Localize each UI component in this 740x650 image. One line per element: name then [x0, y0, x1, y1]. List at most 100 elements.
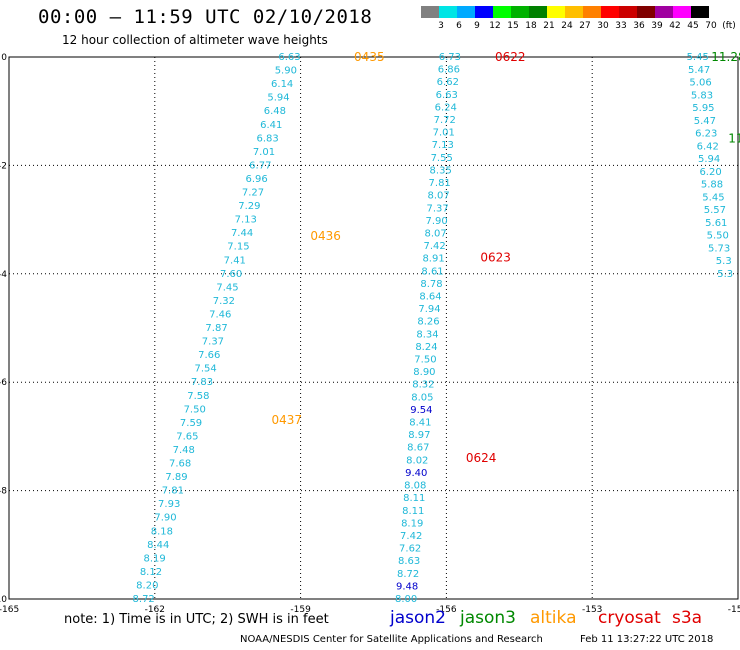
colorbar-swatch: [475, 6, 493, 18]
swh-value-label: 8.08: [404, 481, 426, 492]
swh-value-label: 5.45: [702, 192, 724, 203]
colorbar-label: 12: [489, 21, 501, 31]
y-tick-label: -8: [0, 487, 7, 497]
swh-value-label: 8.34: [416, 329, 438, 340]
swh-value-label: 7.45: [216, 282, 238, 293]
pass-time-label: 0436: [310, 229, 341, 243]
swh-value-label: 7.72: [434, 115, 456, 126]
map-title: 00:00 – 11:59 UTC 02/10/2018: [38, 6, 373, 28]
swh-value-label: 5.61: [705, 218, 727, 229]
pass-time-label: 0623: [480, 251, 511, 265]
swh-value-label: 5.83: [691, 90, 713, 101]
swh-value-label: 8.20: [136, 580, 158, 591]
swh-value-label: 5.88: [701, 180, 723, 191]
swh-value-label: 6.83: [256, 133, 278, 144]
swh-value-label: 6.48: [264, 106, 286, 117]
colorbar-label: 24: [561, 21, 573, 31]
swh-value-label: 6.42: [697, 141, 719, 152]
swh-value-label: 8.05: [411, 392, 433, 403]
colorbar-swatch: [583, 6, 601, 18]
colorbar-label: 45: [687, 21, 699, 31]
pass-time-label: 0622: [495, 50, 526, 64]
swh-value-label: 8.97: [408, 430, 430, 441]
colorbar-label: 9: [474, 21, 480, 31]
swh-value-label: 8.18: [151, 526, 173, 537]
colorbar-label: (ft): [722, 21, 736, 31]
swh-value-label: 7.60: [220, 269, 242, 280]
colorbar-swatch: [439, 6, 457, 18]
colorbar-swatch: [511, 6, 529, 18]
swh-value-label: 7.81: [429, 178, 451, 189]
swh-value-label: 8.72: [133, 594, 155, 605]
colorbar: [421, 6, 709, 18]
swh-value-label: 8.61: [421, 266, 443, 277]
swh-value-label: 7.66: [198, 350, 220, 361]
timestamp-text: Feb 11 13:27:22 UTC 2018: [580, 634, 714, 645]
x-tick-label: -165: [0, 605, 19, 615]
swh-value-label: 9.54: [410, 405, 432, 416]
swh-value-label: 7.50: [414, 355, 436, 366]
swh-value-label: 7.01: [253, 147, 275, 158]
swh-value-label: 6.41: [260, 120, 282, 131]
swh-value-label: 7.68: [169, 459, 191, 470]
swh-value-label: 7.13: [432, 140, 454, 151]
colorbar-swatch: [457, 6, 475, 18]
colorbar-label: 30: [597, 21, 609, 31]
swh-value-label: 8.41: [409, 418, 431, 429]
pass-time-label: 0624: [466, 451, 497, 465]
satellite-legend-item: altika: [530, 608, 577, 628]
swh-value-label: 6.63: [436, 90, 458, 101]
swh-value-label: 6.23: [695, 129, 717, 140]
swh-value-label: 5.94: [267, 93, 289, 104]
swh-value-label: 7.01: [433, 128, 455, 139]
swh-value-label: 8.11: [403, 493, 425, 504]
swh-value-label: 7.54: [194, 364, 216, 375]
swh-value-label: 7.65: [176, 431, 198, 442]
swh-value-label: 7.94: [418, 304, 440, 315]
swh-value-label: 8.64: [419, 291, 441, 302]
colorbar-label: 6: [456, 21, 462, 31]
swh-value-label: 8.32: [412, 380, 434, 391]
swh-value-label: 7.41: [224, 255, 246, 266]
x-tick-label: -159: [290, 605, 311, 615]
colorbar-label: 42: [669, 21, 681, 31]
swh-value-label: 7.90: [425, 216, 447, 227]
swh-value-label: 7.59: [180, 418, 202, 429]
swh-value-label: 7.44: [231, 228, 253, 239]
swh-value-label: 7.42: [423, 241, 445, 252]
swh-value-label: 6.86: [438, 65, 460, 76]
colorbar-label: 39: [651, 21, 663, 31]
swh-value-label: 7.50: [184, 404, 206, 415]
swh-value-label: 5.50: [707, 231, 729, 242]
swh-value-label: 7.48: [173, 445, 195, 456]
swh-value-label: 7.13: [235, 215, 257, 226]
swh-value-label: 8.11: [402, 506, 424, 517]
swh-value-label: 7.87: [205, 323, 227, 334]
swh-value-label: 7.15: [227, 242, 249, 253]
pass-time-label: 11.28: [711, 50, 740, 64]
satellite-legend-item: jason2: [390, 608, 446, 628]
colorbar-label: 36: [633, 21, 645, 31]
swh-value-label: 8.07: [424, 228, 446, 239]
y-tick-label: -6: [0, 378, 7, 388]
x-tick-label: -153: [582, 605, 602, 615]
swh-value-label: 7.42: [400, 531, 422, 542]
swh-value-label: 6.24: [435, 102, 457, 113]
colorbar-swatch: [673, 6, 691, 18]
swh-value-label: 7.46: [209, 309, 231, 320]
swh-value-label: 7.93: [158, 499, 180, 510]
colorbar-label: 21: [543, 21, 555, 31]
colorbar-label: 27: [579, 21, 591, 31]
swh-value-label: 8.90: [413, 367, 435, 378]
swh-value-label: 5.47: [688, 65, 710, 76]
colorbar-label: 18: [525, 21, 537, 31]
credit-text: NOAA/NESDIS Center for Satellite Applica…: [240, 634, 543, 645]
swh-value-label: 7.62: [399, 544, 421, 555]
colorbar-label: 3: [438, 21, 444, 31]
satellite-legend-item: s3a: [672, 608, 703, 628]
colorbar-swatch: [619, 6, 637, 18]
colorbar-swatch: [637, 6, 655, 18]
swh-value-label: 6.14: [271, 79, 293, 90]
swh-value-label: 8.24: [415, 342, 437, 353]
y-tick-label: -2: [0, 161, 7, 171]
